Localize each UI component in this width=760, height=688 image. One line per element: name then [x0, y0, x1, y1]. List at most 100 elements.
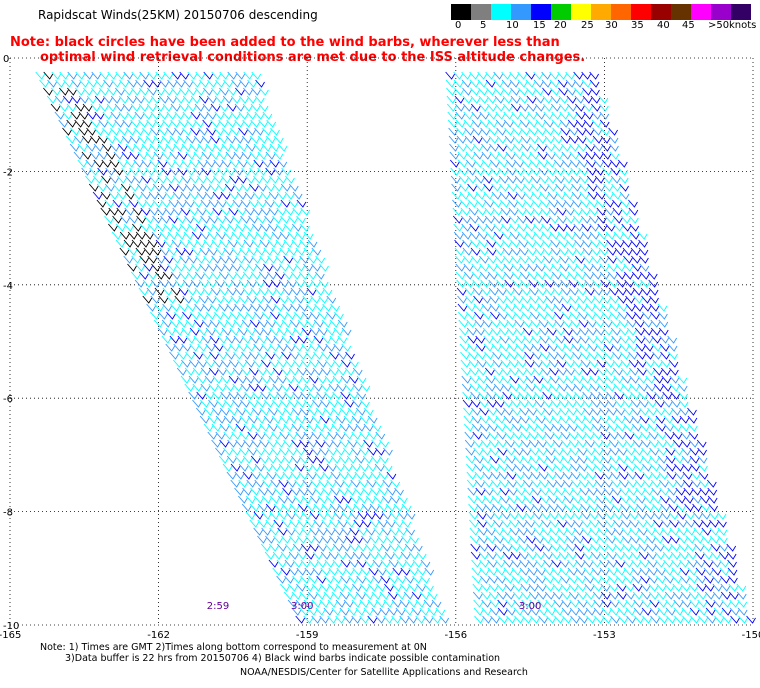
wind-barb: [634, 479, 645, 488]
wind-barb: [275, 239, 286, 248]
wind-barb: [332, 391, 343, 400]
wind-barb: [211, 239, 222, 248]
wind-barb: [255, 415, 266, 424]
wind-barb: [620, 215, 631, 224]
wind-barb: [477, 71, 488, 80]
wind-barb: [634, 471, 645, 480]
wind-barb: [310, 479, 321, 488]
wind-barb: [558, 399, 569, 408]
wind-barb: [503, 407, 513, 416]
wind-barb: [578, 479, 589, 488]
wind-barb: [359, 447, 369, 456]
wind-barb: [617, 303, 628, 312]
wind-barb: [480, 431, 491, 440]
wind-barb: [538, 311, 548, 320]
wind-barb: [607, 559, 617, 568]
wind-barb: [522, 615, 532, 624]
wind-barb: [538, 479, 549, 488]
wind-barb: [661, 367, 671, 376]
wind-barb: [580, 359, 591, 368]
wind-barb: [589, 375, 600, 384]
wind-barb: [690, 479, 701, 488]
wind-barb: [471, 119, 482, 128]
wind-barb: [654, 399, 665, 408]
wind-barb: [682, 463, 692, 472]
wind-barb: [610, 471, 621, 480]
wind-barb: [186, 271, 197, 280]
wind-barb: [528, 135, 539, 144]
wind-barb: [154, 303, 164, 312]
wind-barb: [602, 327, 613, 336]
wind-barb: [123, 255, 134, 264]
wind-barb: [193, 135, 204, 144]
wind-barb: [86, 111, 97, 120]
wind-barb: [347, 439, 357, 448]
wind-barb: [217, 335, 228, 344]
wind-barb: [677, 527, 688, 536]
wind-barb: [642, 471, 653, 480]
wind-barb: [566, 103, 577, 112]
wind-barb: [188, 223, 198, 232]
wind-barb: [122, 119, 133, 128]
wind-barb: [499, 183, 509, 192]
wind-barb: [568, 431, 579, 440]
wind-barb: [577, 295, 587, 304]
wind-barb: [648, 583, 659, 592]
wind-barb: [227, 87, 237, 96]
wind-barb: [589, 535, 600, 544]
wind-barb: [327, 447, 337, 456]
wind-barb: [92, 191, 103, 200]
wind-barb: [178, 287, 189, 296]
wind-barb: [558, 391, 569, 400]
wind-barb: [88, 183, 99, 192]
wind-barb: [554, 327, 565, 336]
wind-barb: [573, 519, 583, 528]
wind-barb: [572, 503, 582, 512]
wind-barb: [257, 335, 268, 344]
wind-barb: [132, 223, 142, 232]
wind-barb: [474, 319, 485, 328]
wind-barb: [377, 535, 387, 544]
wind-barb: [497, 143, 507, 152]
wind-barb: [419, 591, 430, 600]
wind-barb: [103, 79, 113, 88]
wind-barb: [626, 479, 637, 488]
wind-barb: [401, 503, 412, 512]
wind-barb: [590, 399, 601, 408]
wind-barb: [519, 271, 530, 280]
wind-barb: [216, 183, 227, 192]
wind-barb: [195, 71, 206, 80]
wind-barb: [264, 383, 275, 392]
wind-barb: [607, 423, 618, 432]
wind-barb: [233, 135, 244, 144]
wind-barb: [547, 487, 558, 496]
wind-barb: [301, 359, 311, 368]
wind-barb: [383, 599, 394, 608]
wind-barb: [208, 183, 219, 192]
wind-barb: [703, 559, 713, 568]
wind-barb: [405, 527, 416, 536]
wind-barb: [610, 311, 620, 320]
wind-barb: [363, 423, 374, 432]
wind-barb: [530, 463, 540, 472]
wind-barb: [512, 279, 523, 288]
wind-barb: [363, 591, 374, 600]
wind-barb: [352, 383, 363, 392]
wind-barb: [613, 223, 624, 232]
wind-barb: [254, 311, 264, 320]
wind-barb: [384, 567, 395, 576]
wind-barb: [613, 527, 624, 536]
wind-barb: [499, 343, 510, 352]
wind-barb: [361, 535, 371, 544]
wind-barb: [235, 407, 246, 416]
wind-barb: [480, 279, 491, 288]
wind-barb: [201, 335, 212, 344]
wind-barb: [349, 359, 359, 368]
wind-barb: [169, 135, 180, 144]
wind-barb: [235, 255, 246, 264]
wind-barb: [540, 503, 550, 512]
wind-barb: [608, 439, 619, 448]
wind-barb: [600, 431, 611, 440]
wind-barb: [312, 551, 323, 560]
wind-barb: [667, 343, 678, 352]
